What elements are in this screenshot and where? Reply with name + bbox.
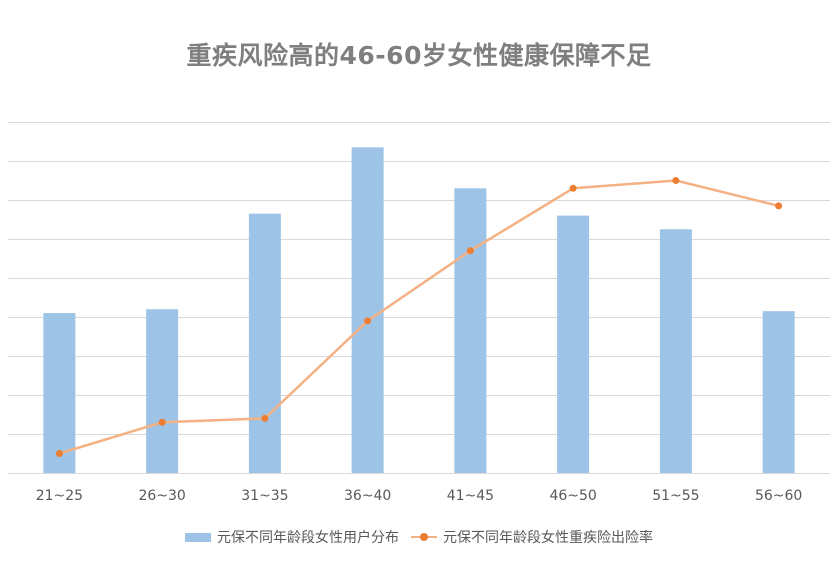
line-point-21~25 — [55, 450, 63, 457]
line-series-path — [59, 179, 779, 455]
x-tick-label: 46~50 — [549, 488, 596, 504]
x-tick-label: 26~30 — [138, 488, 185, 504]
bar-56~60 — [762, 311, 795, 473]
legend-item-line-series: 元保不同年龄段女性重疾险出险率 — [411, 527, 653, 547]
bar-21~25 — [43, 313, 76, 473]
x-tick-label: 56~60 — [755, 488, 802, 504]
line-series-swatch — [411, 532, 437, 542]
bar-series-swatch — [185, 532, 211, 542]
chart-legend: 元保不同年龄段女性用户分布 元保不同年龄段女性重疾险出险率 — [0, 527, 838, 547]
line-point-51~55 — [672, 177, 680, 184]
chart-title: 重疾风险高的46-60岁女性健康保障不足 — [186, 41, 652, 70]
legend-label-line-series: 元保不同年龄段女性重疾险出险率 — [443, 530, 653, 546]
x-tick-label: 41~45 — [447, 488, 494, 504]
legend-label-bar-series: 元保不同年龄段女性用户分布 — [217, 530, 399, 546]
line-point-56~60 — [775, 202, 783, 210]
legend-item-bar-series: 元保不同年龄段女性用户分布 — [185, 527, 399, 547]
bar-36~40 — [351, 147, 384, 473]
bar-41~45 — [454, 188, 487, 474]
x-tick-label: 51~55 — [652, 488, 699, 504]
bar-46~50 — [557, 215, 590, 473]
line-point-41~45 — [466, 247, 474, 255]
line-point-46~50 — [569, 184, 577, 192]
x-tick-label: 21~25 — [36, 488, 83, 504]
line-point-26~30 — [158, 418, 166, 426]
bar-51~55 — [659, 229, 692, 473]
x-tick-label: 31~35 — [241, 488, 288, 504]
x-tick-label: 36~40 — [344, 488, 391, 504]
line-point-31~35 — [261, 414, 269, 422]
bar-31~35 — [248, 213, 281, 473]
line-point-36~40 — [364, 317, 372, 325]
bar-26~30 — [146, 309, 179, 473]
